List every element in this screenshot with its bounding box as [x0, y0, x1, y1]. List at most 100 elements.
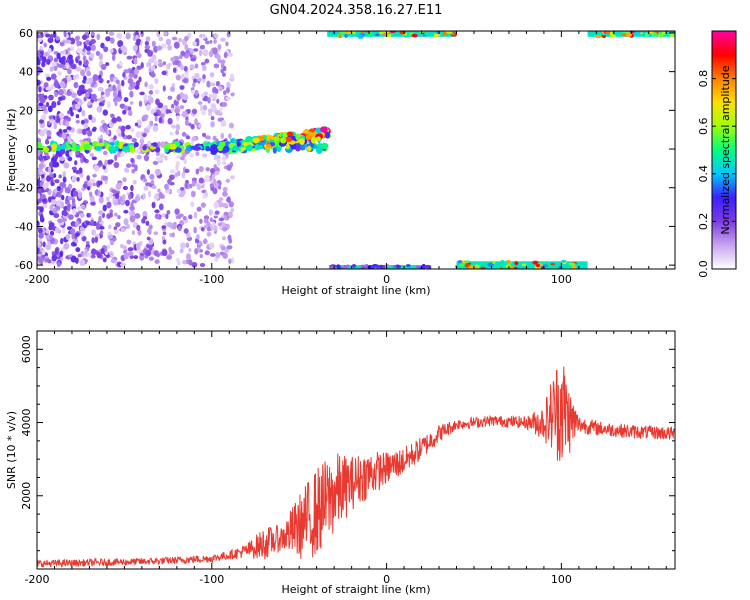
- spectrogram-cell-1433: [83, 75, 87, 82]
- spectrogram-cell-1061: [135, 242, 141, 250]
- spectrogram-cell-1847: [310, 136, 316, 144]
- spectrogram-cell-464: [68, 54, 73, 60]
- snr-y-axis-label: SNR (10 * v/v): [5, 411, 18, 489]
- spectrogram-cell-1260: [86, 50, 91, 56]
- spectrogram-cell-745: [98, 225, 105, 230]
- colorbar-tick-label-3: 0.6: [697, 117, 710, 135]
- spectrogram-cell-680: [98, 77, 104, 84]
- spectrogram-cell-1328: [198, 177, 204, 184]
- spectrogram-cell-1493: [134, 213, 141, 219]
- spectrogram-cell-735: [217, 44, 222, 50]
- spectrogram-cell-647: [90, 52, 95, 59]
- spectrogram-cell-1342: [180, 242, 186, 249]
- spectrogram-x-tick-label-1: -100: [199, 273, 224, 286]
- spectrogram-cell-1302: [67, 47, 71, 52]
- spectrogram-cell-202: [131, 211, 136, 216]
- spectrogram-cell-1479: [164, 183, 169, 191]
- spectrogram-cell-1158: [65, 233, 71, 241]
- spectrogram-cell-1940: [386, 33, 392, 38]
- spectrogram-cell-1070: [171, 232, 176, 238]
- spectrogram-cell-1027: [169, 222, 173, 229]
- spectrogram-cell-1282: [53, 80, 60, 88]
- spectrogram-cell-1898: [252, 137, 260, 144]
- spectrogram-cell-1382: [74, 97, 80, 103]
- spectrogram-cell-2016: [495, 261, 503, 265]
- colorbar-label: Normalized spectral amplitude: [719, 65, 732, 234]
- spectrogram-cell-1393: [93, 165, 100, 171]
- spectrogram-cell-1094: [99, 230, 104, 236]
- spectrogram-cell-421: [228, 201, 234, 208]
- spectrogram-cell-1910: [344, 31, 352, 35]
- spectrogram-cell-1058: [41, 198, 47, 203]
- spectrogram-cell-541: [146, 169, 151, 175]
- spectrogram-cell-1407: [192, 82, 196, 88]
- spectrogram-cell-30: [179, 105, 185, 110]
- spectrogram-cell-205: [185, 242, 190, 248]
- spectrogram-cell-1114: [56, 52, 61, 60]
- spectrogram-cell-1472: [88, 191, 93, 198]
- spectrogram-cell-1422: [39, 129, 46, 137]
- spectrogram-cell-1344: [40, 187, 45, 193]
- spectrogram-cell-1192: [41, 249, 46, 256]
- spectrogram-cell-993: [125, 163, 132, 168]
- spectrogram-cell-241: [145, 220, 150, 226]
- spectrogram-cell-1365: [170, 107, 174, 112]
- spectrogram-cell-1139: [75, 220, 80, 227]
- spectrogram-cell-1001: [159, 113, 165, 119]
- spectrogram-cell-954: [227, 234, 232, 242]
- spectrogram-cell-1243: [223, 215, 228, 221]
- spectrogram-cell-1329: [125, 168, 130, 173]
- spectrogram-cell-1388: [173, 41, 180, 49]
- spectrogram-cell-1936: [424, 31, 429, 36]
- spectrogram-cell-1254: [187, 109, 191, 114]
- spectrogram-cell-1144: [206, 231, 212, 237]
- spectrogram-cell-840: [181, 171, 186, 179]
- spectrogram-cell-1170: [90, 82, 95, 88]
- spectrogram-cell-472: [117, 215, 121, 220]
- spectrogram-cell-604: [193, 211, 198, 219]
- spectrogram-cell-621: [81, 51, 87, 56]
- spectrogram-cell-694: [122, 177, 127, 182]
- spectrogram-cell-487: [59, 182, 66, 188]
- spectrogram-cell-585: [175, 164, 179, 171]
- spectrogram-cell-848: [164, 155, 168, 161]
- spectrogram-cell-1643: [43, 147, 50, 153]
- spectrogram-cell-40: [127, 110, 133, 117]
- spectrogram-cell-863: [37, 66, 41, 71]
- spectrogram-cell-542: [218, 217, 225, 222]
- spectrogram-cell-375: [197, 101, 203, 105]
- spectrogram-cell-1444: [111, 236, 117, 242]
- spectrogram-cell-424: [154, 209, 160, 214]
- spectrogram-cell-1056: [214, 170, 220, 176]
- snr-background: [37, 331, 675, 569]
- spectrogram-cell-1236: [46, 135, 52, 140]
- spectrogram-cell-293: [203, 215, 210, 221]
- spectrogram-cell-1108: [116, 85, 120, 92]
- spectrogram-cell-1191: [204, 175, 210, 182]
- spectrogram-cell-915: [228, 133, 232, 139]
- spectrogram-cell-603: [147, 190, 152, 198]
- colorbar-ticks: 0.0 0.2 0.4 0.6 0.8: [697, 70, 736, 278]
- spectrogram-cell-176: [167, 95, 173, 100]
- spectrogram-cell-1291: [162, 61, 167, 66]
- spectrogram-cell-1897: [315, 136, 321, 142]
- spectrogram-cell-288: [103, 46, 109, 53]
- spectrogram-cell-1004: [59, 41, 65, 47]
- spectrogram-cell-999: [165, 213, 169, 220]
- spectrogram-cell-1552: [299, 144, 306, 151]
- spectrogram-cell-1042: [203, 238, 208, 245]
- spectrogram-cell-2030: [571, 265, 577, 269]
- spectrogram-cell-1322: [64, 187, 69, 193]
- spectrogram-cell-876: [221, 161, 227, 165]
- spectrogram-cell-1392: [136, 38, 142, 43]
- spectrogram-cell-1369: [56, 261, 61, 268]
- spectrogram-cell-1377: [88, 77, 93, 84]
- spectrogram-cell-1456: [105, 130, 110, 135]
- spectrogram-cell-1891: [266, 144, 272, 149]
- spectrogram-cell-824: [66, 126, 72, 131]
- snr-panel: -200 -100 0 100 2000 4000 6000 Height of strai…: [5, 330, 676, 596]
- spectrogram-cell-1996: [352, 263, 356, 268]
- spectrogram-cell-715: [57, 190, 62, 198]
- spectrogram-cell-1650: [142, 145, 147, 151]
- spectrogram-cell-1244: [109, 159, 114, 164]
